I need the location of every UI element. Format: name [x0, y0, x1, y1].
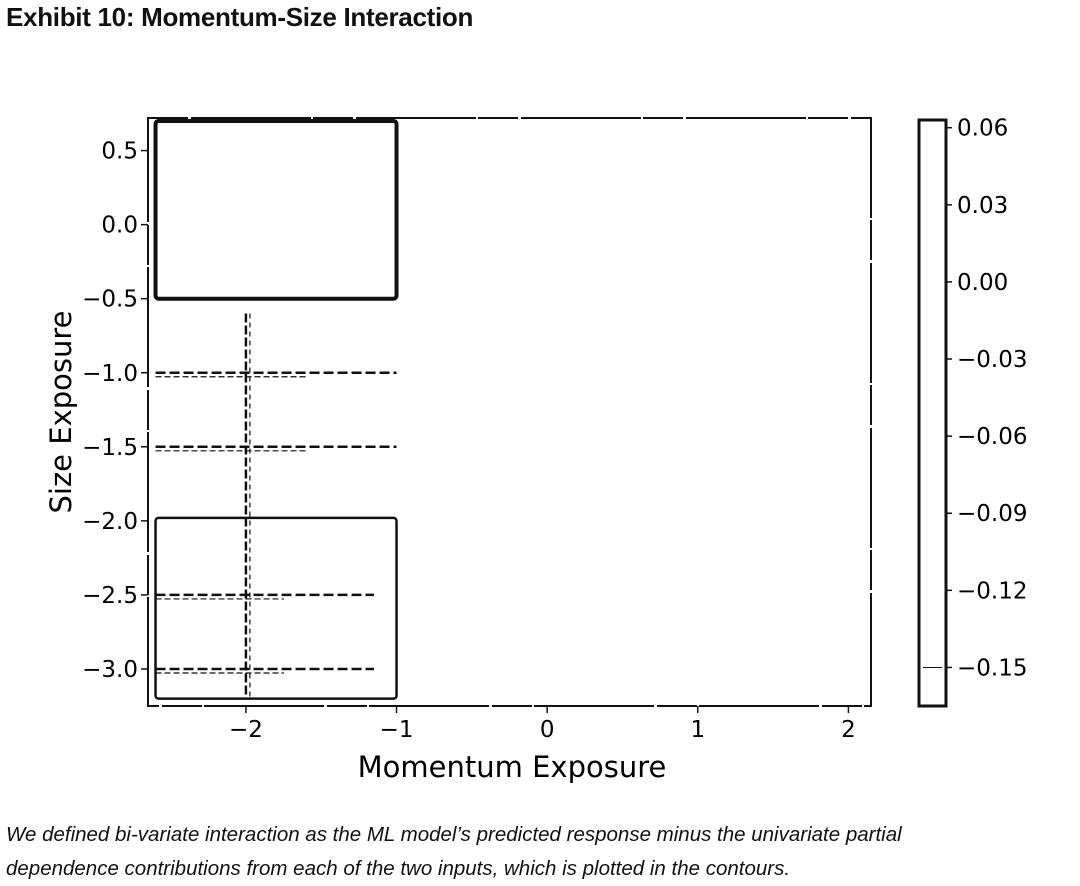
- x-tick-label: 1: [690, 717, 705, 743]
- colorbar-tick-label: 0.06: [957, 116, 1008, 142]
- colorbar-tick-label: −0.06: [957, 424, 1027, 450]
- y-tick-label: −1.0: [82, 361, 138, 387]
- y-tick-label: −3.0: [82, 657, 138, 683]
- colorbar-tick-label: −0.09: [957, 501, 1027, 527]
- colorbar-tick-label: −0.15: [957, 655, 1027, 681]
- x-axis-label: Momentum Exposure: [358, 750, 667, 784]
- y-tick-label: 0.5: [101, 139, 138, 165]
- y-tick-label: −2.0: [82, 509, 138, 535]
- exhibit-title: Exhibit 10: Momentum-Size Interaction: [6, 2, 474, 32]
- caption-line-1: We defined bi-variate interaction as the…: [6, 823, 902, 846]
- colorbar: 0.06 0.03 0.00 −0.03 −0.06 −0.09 −0.12 −0.15: [917, 116, 1027, 708]
- x-tick-label: 0: [540, 717, 555, 743]
- y-tick-label: −2.5: [82, 583, 138, 609]
- contour-region-upper-left-block: [153, 118, 399, 301]
- colorbar-tick-label: 0.00: [957, 270, 1008, 296]
- x-tick-label: 2: [841, 717, 856, 743]
- caption-line-2: dependence contributions from each of th…: [6, 857, 791, 880]
- colorbar-tick-label: −0.03: [957, 347, 1027, 373]
- plot-frame: [147, 117, 872, 707]
- y-tick-label: −1.5: [82, 435, 138, 461]
- y-axis: 0.5 0.0 −0.5 −1.0 −1.5 −2.0 −2.5 −3.0: [82, 139, 148, 683]
- x-tick-label: −2: [229, 717, 263, 743]
- caption: We defined bi-variate interaction as the…: [6, 818, 1076, 886]
- y-axis-label: Size Exposure: [44, 311, 78, 514]
- y-tick-label: −0.5: [82, 287, 138, 313]
- colorbar-box: [917, 118, 948, 708]
- contour-region-lower-left-block: [154, 516, 398, 700]
- dashed-contours: [155, 313, 397, 699]
- colorbar-tick-label: 0.03: [957, 193, 1008, 219]
- x-axis: −2 −1 0 1 2: [229, 706, 856, 743]
- colorbar-tick-label: −0.12: [957, 578, 1027, 604]
- y-tick-label: 0.0: [101, 213, 138, 239]
- contour-regions: [153, 118, 399, 700]
- momentum-size-contour-chart: −2 −1 0 1 2 0.5 0.0 −0.5 −1.0 −1.5 −2.0 −2.5 −3.0 M…: [44, 116, 1027, 784]
- x-tick-label: −1: [380, 717, 414, 743]
- plot-area-border: [147, 117, 872, 707]
